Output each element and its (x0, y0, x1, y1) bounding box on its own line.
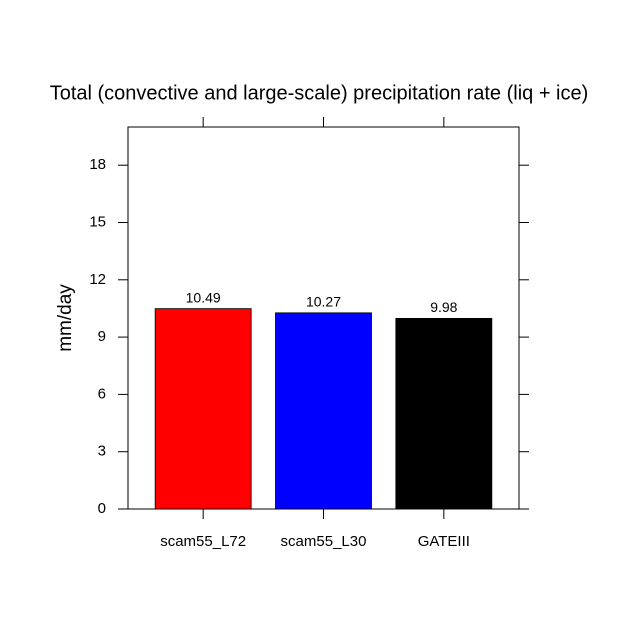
value-label: 10.49 (186, 289, 221, 305)
y-tick-label: 15 (89, 213, 106, 230)
y-tick-label: 9 (98, 328, 106, 345)
x-tick-label: scam55_L72 (160, 533, 246, 550)
y-tick-label: 12 (89, 271, 106, 288)
y-tick-label: 3 (98, 443, 106, 460)
bar (275, 312, 372, 510)
value-label: 10.27 (306, 294, 341, 310)
bar (154, 308, 252, 510)
y-tick-label: 18 (89, 156, 106, 173)
chart-title: Total (convective and large-scale) preci… (50, 82, 589, 104)
y-axis-label: mm/day (55, 284, 76, 352)
bar (395, 317, 493, 510)
x-tick-label: GATEIII (418, 533, 470, 550)
y-tick-label: 0 (98, 500, 106, 517)
value-label: 9.98 (430, 299, 457, 315)
y-tick-label: 6 (98, 385, 106, 402)
x-tick-label: scam55_L30 (281, 533, 367, 550)
